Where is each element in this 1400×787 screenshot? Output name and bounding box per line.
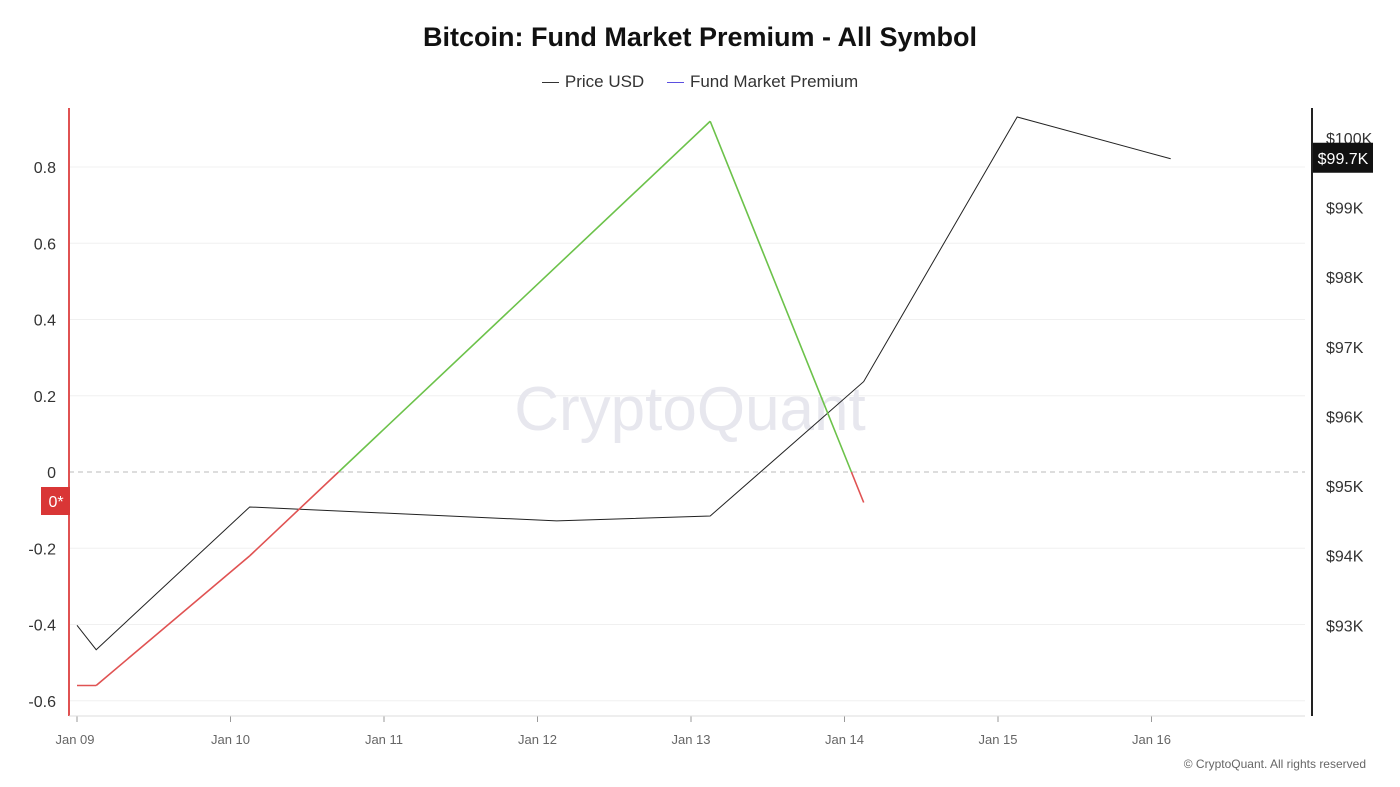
fund-premium-segment xyxy=(95,555,251,687)
zero-marker-badge xyxy=(41,487,70,515)
legend-label-price: Price USD xyxy=(564,72,645,92)
left-tick-label: 0.2 xyxy=(34,389,56,406)
chart-legend: Price USD Fund Market Premium xyxy=(0,68,1400,92)
copyright-text: © CryptoQuant. All rights reserved xyxy=(1183,757,1366,771)
left-tick-label: -0.6 xyxy=(28,694,56,711)
right-tick-label: $98K xyxy=(1326,270,1364,287)
legend-item-premium[interactable]: Fund Market Premium xyxy=(666,72,859,92)
left-tick-label: -0.2 xyxy=(28,541,56,558)
left-tick-label: 0.8 xyxy=(34,160,56,177)
legend-swatch-price xyxy=(541,81,559,83)
right-tick-label: $99K xyxy=(1326,201,1364,218)
x-tick-label: Jan 09 xyxy=(55,732,94,747)
legend-swatch-premium xyxy=(666,81,684,83)
x-tick-label: Jan 12 xyxy=(518,732,557,747)
fund-premium-segment xyxy=(850,471,865,503)
x-tick-label: Jan 13 xyxy=(671,732,710,747)
x-tick-label: Jan 10 xyxy=(211,732,250,747)
legend-label-premium: Fund Market Premium xyxy=(689,72,859,92)
chart-title: Bitcoin: Fund Market Premium - All Symbo… xyxy=(422,22,978,52)
price-usd-line xyxy=(76,116,1171,651)
right-tick-label: $97K xyxy=(1326,340,1364,357)
x-tick-label: Jan 16 xyxy=(1132,732,1171,747)
fund-premium-segment xyxy=(249,471,340,557)
right-tick-label: $95K xyxy=(1326,479,1364,496)
left-tick-label: -0.4 xyxy=(28,618,56,635)
fund-premium-segment xyxy=(338,120,711,473)
last-price-badge xyxy=(1313,142,1373,173)
x-tick-label: Jan 11 xyxy=(365,732,403,747)
x-tick-label: Jan 15 xyxy=(978,732,1017,747)
left-tick-label: 0.4 xyxy=(34,313,56,330)
right-tick-label: $93K xyxy=(1326,618,1364,635)
right-tick-label: $96K xyxy=(1326,409,1364,426)
fund-premium-segment xyxy=(709,120,853,473)
legend-item-price[interactable]: Price USD xyxy=(541,72,645,92)
right-tick-label: $94K xyxy=(1326,549,1364,566)
x-tick-label: Jan 14 xyxy=(825,732,864,747)
watermark: CryptoQuant xyxy=(514,375,866,444)
zero-marker-label: 0* xyxy=(48,494,63,511)
last-price-label: $99.7K xyxy=(1318,151,1369,168)
left-tick-label: 0.6 xyxy=(34,236,56,253)
left-tick-label: 0 xyxy=(47,465,56,482)
